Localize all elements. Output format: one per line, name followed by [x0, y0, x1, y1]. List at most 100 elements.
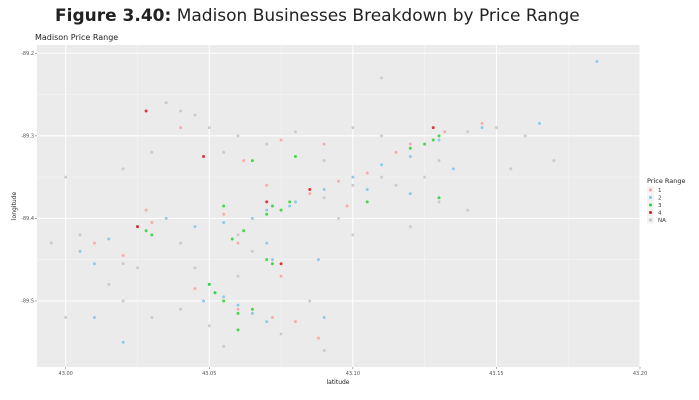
point-price-NA	[136, 266, 139, 270]
legend-key-3	[649, 203, 652, 207]
point-price-NA	[394, 183, 398, 187]
point-price-1	[308, 192, 312, 196]
figure-caption: Madison Businesses Breakdown by Price Ra…	[176, 6, 580, 26]
point-price-2	[322, 187, 326, 191]
legend-key-4	[649, 211, 652, 214]
x-tick-label: 43.05	[202, 371, 216, 377]
point-price-2	[322, 315, 326, 319]
legend: Price Range 1 23 4NA	[647, 177, 686, 224]
point-price-3	[222, 204, 226, 208]
point-price-NA	[408, 225, 412, 229]
point-price-2	[451, 167, 455, 171]
point-price-NA	[64, 315, 68, 319]
point-price-3	[230, 237, 234, 241]
legend-key-2	[649, 196, 652, 199]
point-price-NA	[351, 126, 355, 130]
point-price-NA	[466, 208, 470, 212]
point-price-2	[250, 216, 254, 220]
point-price-2	[265, 241, 269, 245]
x-tick-label: 43.15	[489, 371, 503, 377]
point-price-1	[345, 204, 349, 208]
point-price-2	[78, 249, 82, 253]
point-price-NA	[322, 159, 326, 163]
figure-number: Figure 3.40:	[55, 6, 172, 26]
point-price-1	[242, 159, 246, 163]
legend-key-1	[649, 188, 652, 192]
point-price-2	[538, 121, 541, 125]
point-price-2	[222, 221, 226, 225]
point-price-1	[337, 179, 340, 183]
point-price-NA	[322, 196, 326, 200]
point-price-1	[92, 241, 96, 245]
point-price-1	[279, 274, 283, 278]
point-price-3	[437, 196, 441, 200]
point-price-4	[202, 154, 206, 158]
point-price-NA	[64, 175, 68, 179]
legend-title: Price Range	[647, 177, 686, 185]
point-price-NA	[193, 113, 197, 117]
point-price-3	[213, 291, 217, 295]
point-price-4	[308, 187, 312, 191]
point-price-2	[351, 175, 355, 179]
legend-label-4: 4	[658, 211, 662, 217]
point-price-3	[365, 200, 369, 204]
legend-label-1: 1	[658, 188, 662, 194]
point-price-2	[408, 154, 412, 158]
point-price-NA	[121, 262, 125, 266]
point-price-NA	[265, 142, 269, 146]
point-price-1	[365, 171, 369, 175]
point-price-3	[288, 200, 292, 204]
point-price-3	[265, 212, 269, 216]
data-points	[49, 60, 599, 352]
point-price-1	[222, 212, 226, 216]
point-price-1	[480, 121, 484, 125]
point-price-2	[316, 258, 320, 262]
point-price-NA	[121, 299, 125, 303]
point-price-NA	[380, 134, 384, 138]
point-price-NA	[107, 282, 111, 286]
point-price-4	[144, 109, 148, 113]
point-price-NA	[351, 233, 355, 237]
point-price-1	[236, 241, 240, 245]
point-price-3	[431, 138, 435, 142]
y-tick-label: -89.4	[21, 216, 34, 222]
point-price-1	[279, 138, 283, 142]
point-price-4	[279, 262, 283, 266]
point-price-NA	[351, 183, 355, 187]
point-price-NA	[236, 134, 240, 138]
point-price-NA	[466, 130, 470, 134]
point-price-NA	[236, 233, 240, 237]
point-price-3	[222, 299, 226, 303]
point-price-1	[150, 221, 154, 225]
point-price-4	[431, 126, 435, 130]
point-price-NA	[337, 216, 340, 220]
point-price-3	[236, 311, 240, 315]
point-price-2	[92, 315, 96, 319]
point-price-NA	[279, 332, 283, 336]
point-price-NA	[509, 167, 513, 171]
point-price-3	[144, 229, 148, 233]
point-price-3	[437, 134, 441, 138]
point-price-NA	[437, 159, 441, 163]
point-price-1	[270, 315, 274, 319]
point-price-NA	[552, 159, 556, 163]
point-price-2	[164, 216, 168, 220]
point-price-2	[193, 225, 197, 229]
point-price-4	[136, 225, 139, 229]
x-tick-label: 43.10	[346, 371, 360, 377]
plot-panel	[37, 45, 640, 367]
point-price-NA	[494, 126, 498, 130]
point-price-1	[179, 126, 183, 130]
point-price-NA	[523, 134, 527, 138]
point-price-3	[279, 208, 283, 212]
figure-heading: Figure 3.40: Madison Businesses Breakdow…	[55, 6, 580, 26]
point-price-1	[193, 287, 197, 291]
point-price-3	[270, 204, 274, 208]
point-price-3	[150, 233, 154, 237]
point-price-1	[236, 307, 240, 311]
point-price-NA	[222, 344, 226, 348]
point-price-1	[322, 142, 326, 146]
point-price-NA	[150, 150, 154, 154]
point-price-NA	[164, 101, 168, 105]
point-price-1	[293, 320, 297, 324]
